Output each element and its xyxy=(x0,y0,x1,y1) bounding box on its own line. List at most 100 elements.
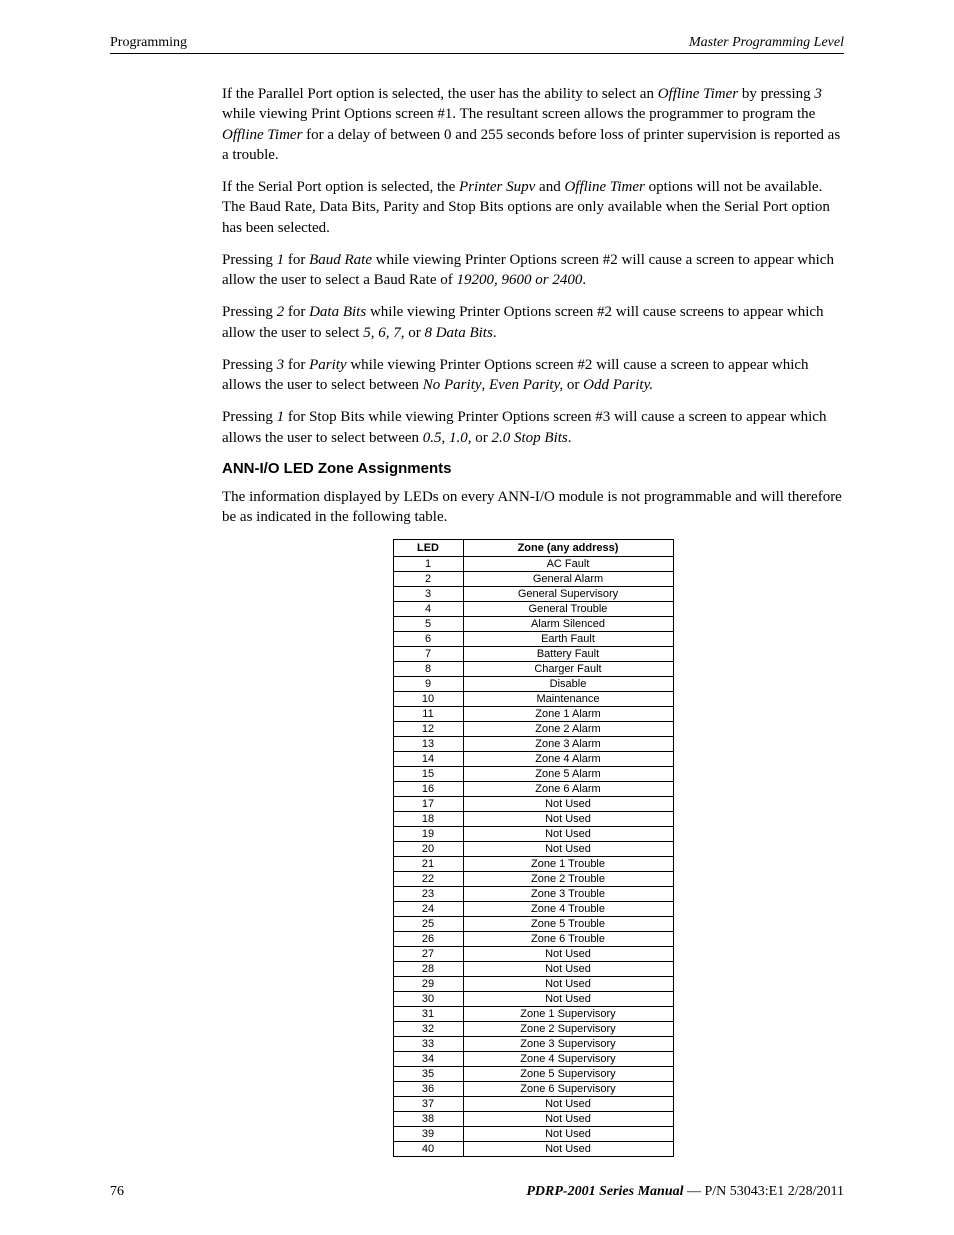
table-row: 12Zone 2 Alarm xyxy=(393,722,673,737)
cell-led: 13 xyxy=(393,737,463,752)
p3-b: 1 xyxy=(277,252,285,268)
cell-led: 12 xyxy=(393,722,463,737)
cell-led: 32 xyxy=(393,1022,463,1037)
paragraph-4: Pressing 2 for Data Bits while viewing P… xyxy=(222,302,844,343)
table-row: 21Zone 1 Trouble xyxy=(393,857,673,872)
cell-zone: Not Used xyxy=(463,992,673,1007)
cell-led: 8 xyxy=(393,662,463,677)
p6-a: Pressing xyxy=(222,409,277,425)
table-row: 5Alarm Silenced xyxy=(393,617,673,632)
table-row: 28Not Used xyxy=(393,962,673,977)
table-row: 8Charger Fault xyxy=(393,662,673,677)
cell-zone: Charger Fault xyxy=(463,662,673,677)
table-row: 16Zone 6 Alarm xyxy=(393,782,673,797)
p1-c: by pressing xyxy=(738,86,814,102)
paragraph-2: If the Serial Port option is selected, t… xyxy=(222,177,844,238)
p5-g: , xyxy=(482,377,490,393)
table-row: 13Zone 3 Alarm xyxy=(393,737,673,752)
cell-led: 25 xyxy=(393,917,463,932)
cell-led: 4 xyxy=(393,602,463,617)
cell-led: 26 xyxy=(393,932,463,947)
p3-a: Pressing xyxy=(222,252,277,268)
cell-led: 39 xyxy=(393,1127,463,1142)
p2-c: and xyxy=(535,179,564,195)
paragraph-1: If the Parallel Port option is selected,… xyxy=(222,84,844,165)
table-row: 22Zone 2 Trouble xyxy=(393,872,673,887)
p5-b: 3 xyxy=(277,357,285,373)
cell-zone: Zone 1 Trouble xyxy=(463,857,673,872)
cell-zone: Battery Fault xyxy=(463,647,673,662)
cell-zone: Zone 5 Trouble xyxy=(463,917,673,932)
p6-h: 2.0 Stop Bits xyxy=(492,430,568,446)
cell-led: 34 xyxy=(393,1052,463,1067)
table-row: 30Not Used xyxy=(393,992,673,1007)
table-row: 39Not Used xyxy=(393,1127,673,1142)
cell-led: 23 xyxy=(393,887,463,902)
footer-pn: P/N 53043:E1 2/28/2011 xyxy=(705,1184,845,1199)
cell-zone: General Alarm xyxy=(463,572,673,587)
table-header-row: LED Zone (any address) xyxy=(393,540,673,557)
cell-zone: Disable xyxy=(463,677,673,692)
cell-led: 2 xyxy=(393,572,463,587)
cell-zone: Zone 6 Alarm xyxy=(463,782,673,797)
cell-led: 22 xyxy=(393,872,463,887)
p1-d: 3 xyxy=(814,86,822,102)
cell-zone: Not Used xyxy=(463,812,673,827)
cell-zone: Not Used xyxy=(463,947,673,962)
p3-g: . xyxy=(582,272,586,288)
section-heading: ANN-I/O LED Zone Assignments xyxy=(222,460,844,477)
cell-zone: AC Fault xyxy=(463,557,673,572)
table-row: 35Zone 5 Supervisory xyxy=(393,1067,673,1082)
p5-h: Even Parity, xyxy=(489,377,563,393)
table-row: 6Earth Fault xyxy=(393,632,673,647)
cell-zone: Not Used xyxy=(463,1097,673,1112)
cell-zone: Not Used xyxy=(463,1142,673,1157)
p2-a: If the Serial Port option is selected, t… xyxy=(222,179,459,195)
p2-b: Printer Supv xyxy=(459,179,535,195)
p6-i: . xyxy=(568,430,572,446)
p4-b: 2 xyxy=(277,304,285,320)
p5-a: Pressing xyxy=(222,357,277,373)
table-row: 4General Trouble xyxy=(393,602,673,617)
cell-led: 35 xyxy=(393,1067,463,1082)
cell-led: 7 xyxy=(393,647,463,662)
cell-zone: Not Used xyxy=(463,1112,673,1127)
p1-a: If the Parallel Port option is selected,… xyxy=(222,86,658,102)
section-intro: The information displayed by LEDs on eve… xyxy=(222,487,844,528)
cell-led: 38 xyxy=(393,1112,463,1127)
table-row: 33Zone 3 Supervisory xyxy=(393,1037,673,1052)
cell-zone: Zone 2 Trouble xyxy=(463,872,673,887)
cell-led: 37 xyxy=(393,1097,463,1112)
p6-f: 1.0, xyxy=(449,430,472,446)
table-row: 32Zone 2 Supervisory xyxy=(393,1022,673,1037)
cell-zone: Zone 3 Supervisory xyxy=(463,1037,673,1052)
table-row: 27Not Used xyxy=(393,947,673,962)
cell-zone: Not Used xyxy=(463,827,673,842)
cell-led: 15 xyxy=(393,767,463,782)
cell-led: 19 xyxy=(393,827,463,842)
cell-zone: Zone 4 Supervisory xyxy=(463,1052,673,1067)
table-row: 15Zone 5 Alarm xyxy=(393,767,673,782)
p5-j: Odd Parity. xyxy=(583,377,653,393)
cell-zone: Not Used xyxy=(463,962,673,977)
table-row: 9Disable xyxy=(393,677,673,692)
cell-zone: Zone 3 Alarm xyxy=(463,737,673,752)
p6-e: , xyxy=(442,430,450,446)
cell-led: 20 xyxy=(393,842,463,857)
cell-zone: Zone 6 Supervisory xyxy=(463,1082,673,1097)
p3-f: 19200, 9600 or 2400 xyxy=(457,272,583,288)
table-row: 23Zone 3 Trouble xyxy=(393,887,673,902)
cell-zone: Zone 2 Alarm xyxy=(463,722,673,737)
p4-d: Data Bits xyxy=(309,304,366,320)
cell-led: 18 xyxy=(393,812,463,827)
cell-zone: Maintenance xyxy=(463,692,673,707)
table-row: 26Zone 6 Trouble xyxy=(393,932,673,947)
table-row: 38Not Used xyxy=(393,1112,673,1127)
p3-d: Baud Rate xyxy=(309,252,372,268)
table-row: 34Zone 4 Supervisory xyxy=(393,1052,673,1067)
p6-d: 0.5 xyxy=(423,430,442,446)
cell-led: 29 xyxy=(393,977,463,992)
p4-g: or xyxy=(404,325,424,341)
p3-c: for xyxy=(284,252,309,268)
table-row: 20Not Used xyxy=(393,842,673,857)
